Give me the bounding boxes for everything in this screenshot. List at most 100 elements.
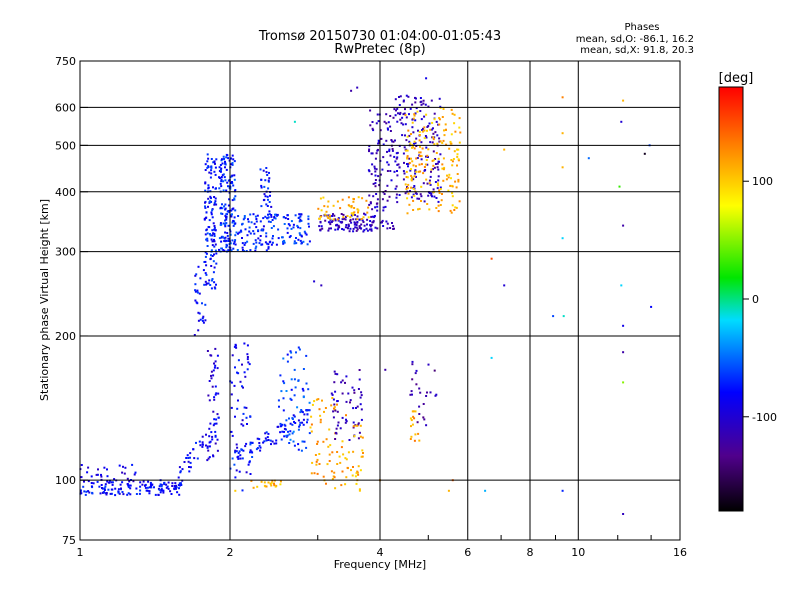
data-point [407,165,409,168]
data-point [241,222,244,225]
data-point [98,485,101,488]
data-point [316,443,319,445]
data-point [387,163,390,166]
data-point [361,219,364,222]
data-point [322,196,325,199]
data-point [427,148,430,151]
data-point [167,487,170,490]
data-point [360,391,363,394]
data-point [389,227,392,229]
data-point [150,484,153,486]
data-point [286,353,289,356]
data-point [374,185,377,188]
data-point [167,481,170,484]
data-point [389,125,392,128]
data-point [248,461,251,464]
data-point [214,249,217,252]
data-point [214,393,217,396]
data-point [263,198,266,201]
data-point [417,170,420,173]
data-point [202,321,205,324]
data-point [282,240,284,243]
data-point [210,211,213,214]
data-point [158,488,161,491]
data-point [260,184,263,187]
data-point [411,363,414,366]
data-point [80,464,83,466]
data-point [214,360,217,363]
data-point [100,475,103,478]
data-point [293,242,296,245]
data-point [326,463,329,466]
data-point [228,211,231,214]
data-point [453,113,456,116]
data-point [270,227,273,229]
data-point [227,240,230,242]
data-point [393,227,395,230]
data-point [292,414,295,417]
data-point [432,138,435,141]
data-point [410,196,413,199]
data-point [283,241,286,244]
data-point [179,471,182,474]
data-point [204,205,206,208]
data-point [422,99,425,102]
data-point [244,228,247,231]
data-point [337,421,340,424]
data-point [210,238,213,241]
data-point [456,164,458,167]
data-point [266,174,269,176]
data-point [432,168,434,171]
data-point [214,385,217,388]
data-point [197,265,200,268]
data-point [416,421,419,424]
data-point [408,157,411,160]
data-point [215,392,218,395]
data-point [426,203,429,205]
data-point [265,167,268,169]
data-point [232,224,235,227]
data-point [350,212,353,215]
data-point [235,469,238,472]
data-point [249,232,252,235]
data-point [377,142,380,145]
data-point [260,480,263,483]
data-point [410,419,413,422]
data-point [215,418,218,421]
data-point [181,479,184,482]
data-point [429,391,432,394]
data-point [622,99,625,102]
data-point [407,162,410,165]
data-point [268,241,271,244]
data-point [289,397,292,400]
data-point [319,221,322,224]
data-point [237,399,239,402]
data-point [131,463,134,466]
data-point [396,163,399,166]
data-point [224,203,227,206]
data-point [295,351,297,354]
data-point [311,403,314,406]
data-point [435,152,438,154]
data-point [153,486,155,489]
data-point [405,149,408,152]
data-point [353,391,356,394]
data-point [241,237,243,239]
data-point [429,141,432,144]
data-point [297,448,300,451]
data-point [264,195,267,198]
data-point [334,431,337,434]
data-point [395,185,398,188]
data-point [213,233,216,236]
data-point [352,425,355,428]
data-point [267,216,270,219]
data-point [381,168,384,171]
data-point [244,241,247,244]
data-point [318,463,321,465]
data-point [187,457,190,459]
data-point [279,480,282,483]
data-point [430,170,432,173]
data-point [216,354,219,357]
data-point [345,414,347,417]
data-point [201,435,204,438]
